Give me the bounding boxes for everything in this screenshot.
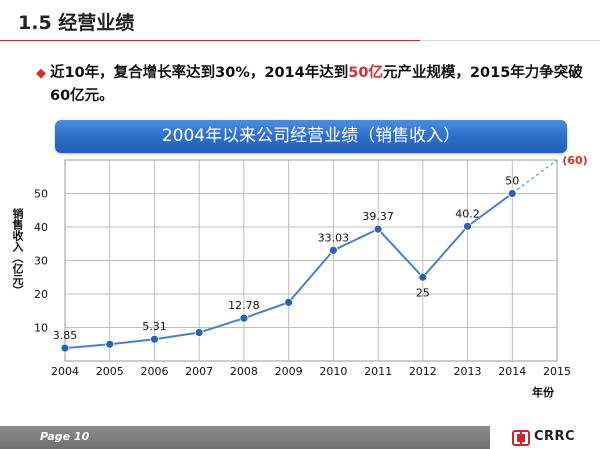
y-tick-label: 10 [34,322,48,335]
x-tick-label: 2008 [230,365,258,378]
data-point [60,343,70,353]
diamond-icon: ◆ [36,66,46,81]
data-point [373,224,383,234]
data-point [150,334,159,344]
data-point [239,313,249,323]
y-tick-label: 40 [34,221,48,234]
x-tick-label: 2012 [409,365,437,378]
crrc-logo-icon [512,430,530,446]
y-tick-label: 30 [34,255,48,268]
data-label: 25 [416,286,430,299]
logo-text: CRRC [534,429,576,444]
footer-bar: Page 10 [0,426,490,449]
summary-bullet: ◆ 近10年，复合增长率达到30%，2014年达到50亿元产业规模，2015年力… [36,62,590,108]
x-tick-label: 2010 [319,365,347,378]
x-tick-label: 2007 [185,365,213,378]
data-point [194,328,204,337]
x-tick-label: 2005 [96,365,124,378]
data-label: 5.31 [142,320,167,333]
summary-highlight: 50亿 [348,65,383,81]
data-point [463,221,472,231]
data-label: 33.03 [318,231,350,244]
revenue-chart: 10 20 30 40 50 2004 2005 2006 2007 2008 2009 2010 20… [34,154,588,379]
x-tick-label: 2006 [140,365,168,378]
chart-banner: 2004年以来公司经营业绩（销售收入） [55,120,567,153]
data-label: 12.78 [228,299,260,312]
data-label: 50 [505,175,519,188]
x-tick-label: 2013 [454,365,482,378]
y-tick-label: 50 [34,188,48,201]
data-point [328,245,338,255]
data-point [418,272,428,282]
data-label: 39.37 [362,210,394,223]
chart-series [60,159,558,353]
title-divider [0,40,600,41]
chart-data-labels: 3.85 5.31 12.78 33.03 39.37 25 40.2 50 (60) [53,154,588,342]
data-point [105,339,115,349]
x-tick-label: 2011 [364,365,392,378]
chart-axes: 10 20 30 40 50 2004 2005 2006 2007 2008 2009 2010 20… [34,188,571,379]
summary-text-part1: 近10年，复合增长率达到30%，2014年达到 [50,65,349,81]
x-tick-label: 2009 [275,365,303,378]
projection-label: (60) [562,154,587,167]
x-tick-label: 2015 [543,365,571,378]
data-point [507,189,517,198]
chart-grid [64,159,558,362]
y-axis-label: 销售收入（亿元） [11,208,24,296]
x-tick-label: 2004 [51,365,79,378]
data-label: 3.85 [53,329,78,342]
page-title: 1.5 经营业绩 [18,12,135,34]
data-point [284,297,294,307]
x-tick-label: 2014 [498,365,526,378]
page-number: Page 10 [40,430,90,443]
summary-text-part2: 元产业规模，2015年力争突破60亿元。 [50,65,583,104]
footer: Page 10 CRRC [0,426,600,449]
x-axis-label: 年份 [532,386,554,399]
y-tick-label: 20 [34,288,48,301]
data-label: 40.2 [455,207,480,220]
